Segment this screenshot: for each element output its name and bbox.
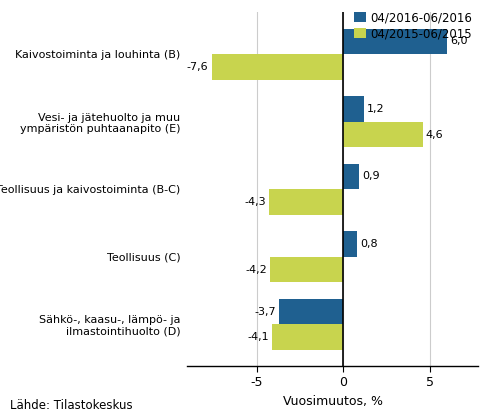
Bar	[343, 122, 423, 147]
Bar	[343, 231, 357, 257]
Bar	[211, 54, 343, 80]
Text: 4,6: 4,6	[426, 129, 444, 140]
Text: 1,2: 1,2	[367, 104, 385, 114]
Bar	[343, 163, 359, 189]
Bar	[272, 324, 343, 350]
Bar	[271, 257, 343, 282]
Text: Lähde: Tilastokeskus: Lähde: Tilastokeskus	[10, 399, 133, 412]
Text: -4,3: -4,3	[244, 197, 266, 207]
X-axis label: Vuosimuutos, %: Vuosimuutos, %	[283, 395, 383, 408]
Text: -7,6: -7,6	[187, 62, 209, 72]
Text: 6,0: 6,0	[450, 36, 468, 46]
Bar	[343, 96, 364, 122]
Text: -3,7: -3,7	[254, 307, 276, 317]
Legend: 04/2016-06/2016, 04/2015-06/2015: 04/2016-06/2016, 04/2015-06/2015	[354, 11, 472, 40]
Text: 0,9: 0,9	[362, 171, 380, 181]
Text: -4,2: -4,2	[246, 265, 267, 275]
Text: 0,8: 0,8	[360, 239, 378, 249]
Bar	[269, 189, 343, 215]
Bar	[343, 29, 447, 54]
Bar	[279, 299, 343, 324]
Text: -4,1: -4,1	[247, 332, 269, 342]
